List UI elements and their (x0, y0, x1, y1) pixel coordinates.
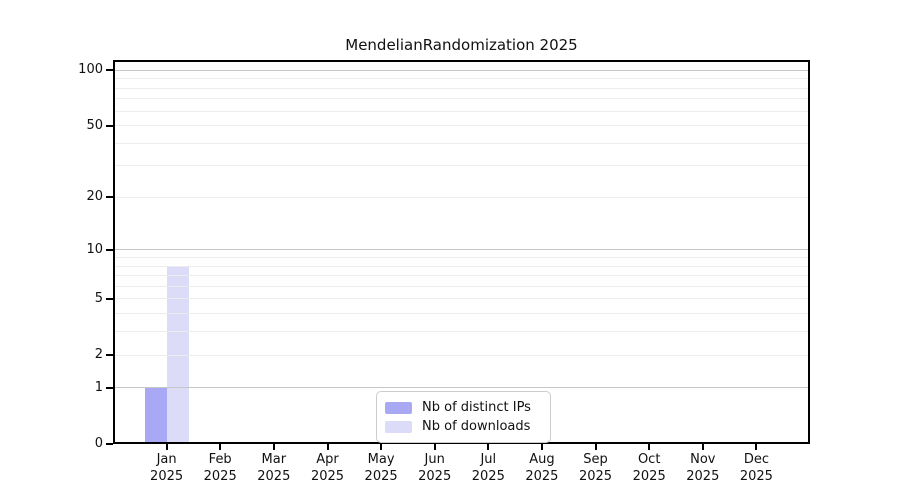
y-tick (106, 69, 113, 72)
gridline-major (113, 249, 810, 251)
spine-left (113, 60, 115, 444)
x-tick-label: Mar 2025 (257, 452, 291, 484)
y-tick-label: 1 (94, 379, 103, 395)
legend-swatch-downloads-icon (385, 420, 412, 433)
x-tick (487, 444, 490, 450)
x-tick-label: May 2025 (364, 452, 398, 484)
y-tick (106, 124, 113, 127)
x-tick (648, 444, 651, 450)
x-tick-label: Jul 2025 (471, 452, 505, 484)
y-tick (106, 196, 113, 199)
legend-label-downloads: Nb of downloads (422, 419, 531, 434)
gridline-minor (113, 275, 810, 276)
y-tick-label: 100 (78, 62, 103, 78)
y-tick-label: 20 (86, 189, 103, 205)
legend-swatch-distinct-ips-icon (385, 401, 412, 414)
y-tick-label: 0 (94, 436, 103, 451)
x-tick (272, 444, 275, 450)
x-tick (540, 444, 543, 450)
gridline-minor (113, 285, 810, 287)
legend-item-distinct-ips: Nb of distinct IPs (385, 399, 541, 416)
y-tick (106, 297, 113, 300)
spine-bottom (113, 442, 810, 444)
gridline-minor (113, 313, 810, 315)
x-tick (433, 444, 436, 450)
x-tick-label: Apr 2025 (310, 452, 345, 484)
x-tick (701, 444, 704, 450)
spine-top (113, 60, 810, 62)
x-tick (219, 444, 222, 450)
y-tick (106, 386, 113, 389)
bar-distinct-ips (144, 387, 167, 444)
gridline-minor (113, 110, 810, 112)
y-tick-label: 50 (86, 117, 103, 133)
x-tick-label: Aug 2025 (525, 452, 559, 484)
gridline-minor (113, 331, 810, 333)
x-tick-label: Jun 2025 (418, 452, 452, 484)
x-tick-label: Dec 2025 (739, 452, 773, 484)
gridline-minor (113, 142, 810, 144)
y-tick-label: 10 (86, 241, 103, 257)
y-tick-label: 5 (94, 290, 103, 306)
y-tick (106, 248, 113, 251)
gridline-minor (113, 298, 810, 300)
y-tick (106, 354, 113, 356)
gridline-minor (113, 78, 810, 79)
gridline-minor (113, 265, 810, 267)
spine-right (808, 60, 810, 444)
gridline-minor (113, 87, 810, 89)
legend-label-distinct-ips: Nb of distinct IPs (422, 400, 531, 415)
x-tick-label: Jan 2025 (150, 452, 184, 484)
gridline-minor (113, 98, 810, 100)
x-tick (755, 444, 758, 450)
y-tick-label: 2 (94, 347, 103, 362)
gridline-minor (113, 165, 810, 167)
y-tick (106, 443, 113, 445)
x-tick-label: Nov 2025 (686, 452, 720, 484)
x-tick (326, 444, 329, 450)
gridline-minor (113, 257, 810, 258)
x-tick (380, 444, 383, 450)
gridline-minor (113, 354, 810, 356)
gridline-minor (113, 196, 810, 198)
x-tick-label: Feb 2025 (203, 452, 237, 484)
gridline-major (113, 69, 810, 71)
gridline-minor (113, 125, 810, 126)
x-tick (594, 444, 597, 450)
plot-area (113, 60, 810, 444)
gridline-major (113, 387, 810, 389)
x-tick-label: Sep 2025 (578, 452, 613, 484)
x-tick (165, 444, 168, 450)
x-tick-label: Oct 2025 (632, 452, 666, 484)
legend-item-downloads: Nb of downloads (385, 418, 541, 435)
chart-title: MendelianRandomization 2025 (345, 36, 578, 54)
legend: Nb of distinct IPs Nb of downloads (376, 391, 551, 443)
